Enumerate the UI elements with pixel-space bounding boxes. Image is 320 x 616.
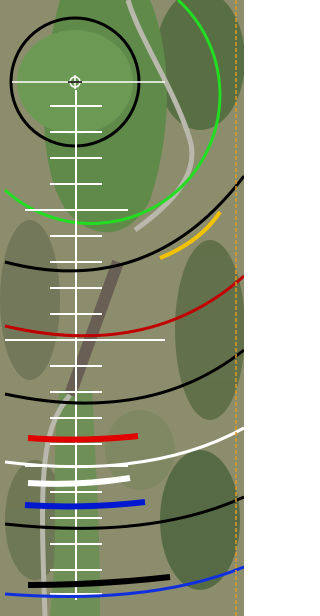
brush (0, 220, 60, 380)
hole-map (0, 0, 244, 616)
trees (175, 240, 244, 420)
page (0, 0, 244, 616)
tee-marker-arc (28, 436, 138, 440)
